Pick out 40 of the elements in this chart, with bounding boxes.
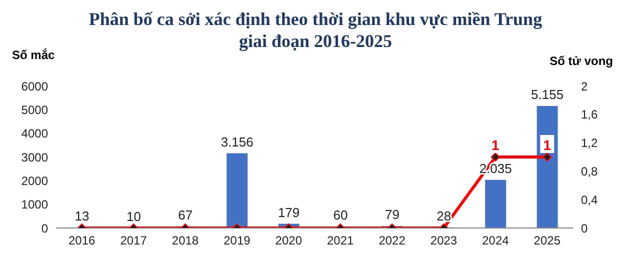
y2-tick-label: 1,6 bbox=[581, 108, 598, 122]
y-tick-label: 3000 bbox=[21, 150, 48, 164]
data-label: 13 bbox=[74, 208, 90, 224]
x-tick-label: 2018 bbox=[172, 234, 199, 248]
data-label: 79 bbox=[384, 207, 400, 222]
chart-title: Phân bố ca sởi xác định theo thời gian khu vực miền Trung giai đoạn 2016-2025 bbox=[88, 8, 544, 52]
data-label: 5.155 bbox=[531, 87, 564, 102]
x-tick-label: 2023 bbox=[430, 234, 458, 248]
x-tick-label: 2025 bbox=[534, 234, 561, 248]
y2-axis-title: Số tử vong bbox=[550, 54, 613, 68]
data-label: 28 bbox=[436, 208, 452, 224]
x-tick-label: 2021 bbox=[327, 234, 354, 248]
data-label: 67 bbox=[178, 207, 193, 222]
data-label: 1 bbox=[543, 137, 552, 153]
data-label: 60 bbox=[333, 208, 348, 223]
data-label: 3.156 bbox=[220, 134, 254, 150]
x-tick-label: 2024 bbox=[482, 234, 510, 248]
y2-tick-label: 0 bbox=[581, 221, 588, 236]
y2-tick-label: 2 bbox=[581, 79, 588, 94]
x-tick-label: 2022 bbox=[378, 234, 406, 248]
y2-tick-label: 1,2 bbox=[581, 136, 598, 150]
bar bbox=[226, 153, 248, 228]
data-label: 10 bbox=[126, 208, 141, 224]
x-tick-label: 2016 bbox=[68, 234, 96, 248]
x-tick-label: 2017 bbox=[120, 234, 148, 248]
y-tick-label: 5000 bbox=[21, 102, 48, 117]
y-tick-label: 2000 bbox=[21, 174, 48, 188]
x-tick-label: 2019 bbox=[224, 234, 251, 248]
y2-tick-label: 0,8 bbox=[581, 164, 598, 178]
y-tick-label: 4000 bbox=[21, 126, 48, 141]
data-label: 1 bbox=[492, 137, 500, 153]
y-axis-title: Số mắc bbox=[12, 48, 55, 62]
y-tick-label: 6000 bbox=[21, 79, 48, 94]
data-label: 179 bbox=[278, 204, 300, 220]
x-tick-label: 2020 bbox=[275, 234, 302, 248]
y2-tick-label: 0,4 bbox=[581, 192, 598, 207]
bar bbox=[485, 180, 506, 228]
y-tick-label: 0 bbox=[41, 221, 48, 236]
bar bbox=[536, 106, 558, 228]
y-tick-label: 1000 bbox=[21, 198, 48, 212]
